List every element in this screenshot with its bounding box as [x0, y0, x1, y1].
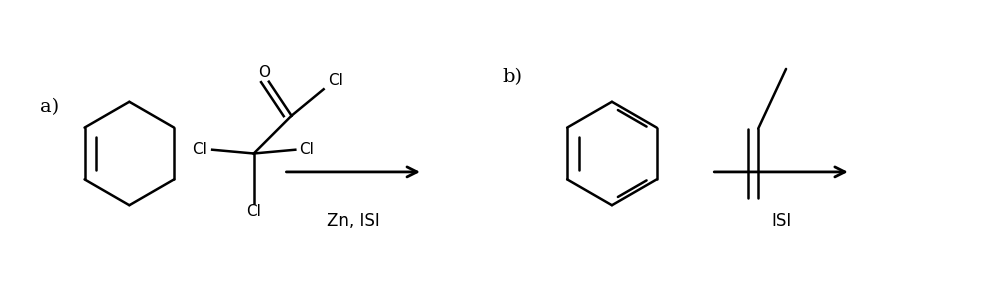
Text: ISI: ISI	[770, 212, 790, 230]
Text: Zn, ISI: Zn, ISI	[326, 212, 380, 230]
Text: Cl: Cl	[192, 142, 207, 157]
Text: a): a)	[40, 99, 59, 116]
Text: O: O	[257, 65, 269, 80]
Text: b): b)	[502, 68, 522, 86]
Text: Cl: Cl	[247, 204, 260, 219]
Text: Cl: Cl	[299, 142, 314, 157]
Text: Cl: Cl	[327, 73, 342, 88]
